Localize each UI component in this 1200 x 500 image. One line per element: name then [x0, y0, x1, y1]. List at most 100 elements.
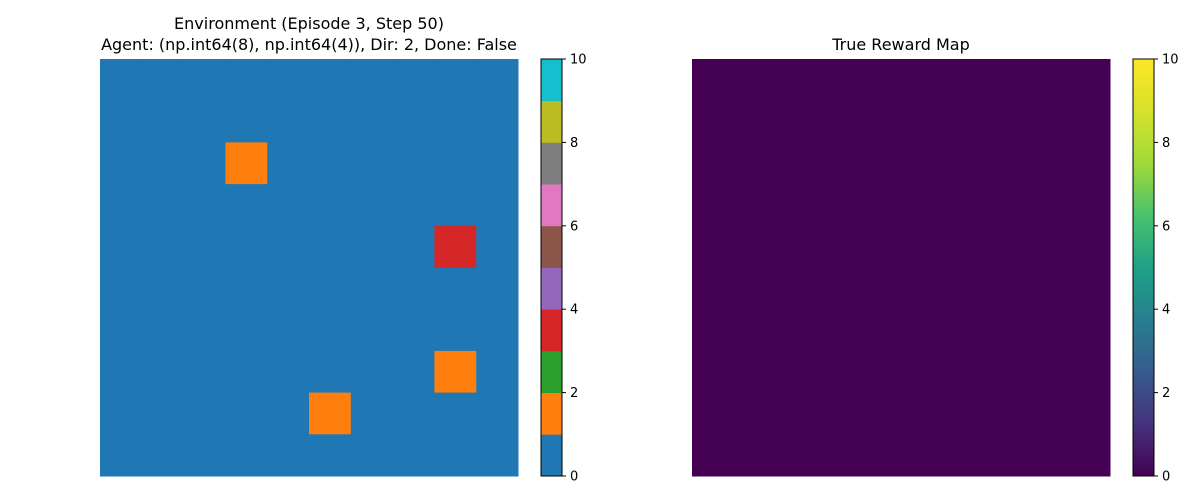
environment-cell [476, 100, 519, 143]
reward-cell [733, 225, 777, 268]
environment-cell [100, 225, 143, 268]
environment-cell [100, 350, 143, 394]
environment-cell [100, 392, 143, 435]
environment-cell [309, 59, 352, 102]
reward-cell [775, 392, 818, 435]
reward-cell [817, 225, 860, 268]
environment-cell [350, 434, 394, 477]
reward-cell [1068, 59, 1111, 102]
environment-cell [141, 59, 185, 102]
reward-cell [1026, 350, 1069, 394]
environment-cell [225, 267, 268, 310]
environment-cell [350, 100, 394, 143]
reward-cell [1068, 184, 1111, 227]
reward-cell [692, 184, 735, 227]
environment-cell [183, 225, 226, 268]
reward-cell [859, 434, 902, 477]
environment-cell [183, 142, 226, 185]
environment-cell [183, 392, 226, 435]
environment-cell [267, 392, 310, 435]
environment-cell [434, 350, 477, 394]
reward-colorbar-ticks: 0 2 4 6 8 10 [1154, 53, 1179, 485]
reward-colorbar-tick-label: 10 [1162, 53, 1179, 68]
environment-cell [309, 350, 352, 394]
environment-cell [100, 184, 143, 227]
environment-cell [392, 392, 435, 435]
reward-cell [984, 142, 1027, 185]
reward-cell [817, 100, 860, 143]
environment-cell [100, 434, 143, 477]
environment-cell [267, 100, 310, 143]
reward-cell [859, 100, 902, 143]
environment-cell [141, 225, 185, 268]
reward-cell [775, 350, 818, 394]
environment-cell [350, 59, 394, 102]
reward-cell [859, 225, 902, 268]
environment-cell [141, 142, 185, 185]
reward-cell [942, 350, 986, 394]
environment-cell [392, 434, 435, 477]
reward-cell [1026, 59, 1069, 102]
reward-cell [817, 309, 860, 352]
environment-cell [350, 184, 394, 227]
reward-cell [1068, 309, 1111, 352]
environment-cell [225, 184, 268, 227]
environment-cell [267, 184, 310, 227]
environment-cell [141, 392, 185, 435]
reward-cell [733, 100, 777, 143]
environment-cell [309, 225, 352, 268]
environment-colorbar-tick-label: 8 [570, 136, 578, 151]
reward-cell [859, 59, 902, 102]
reward-cell [1026, 267, 1069, 310]
reward-cell [692, 100, 735, 143]
environment-cell [309, 100, 352, 143]
reward-cell [901, 225, 944, 268]
environment-cell [225, 100, 268, 143]
reward-cell [984, 225, 1027, 268]
environment-subtitle: Agent: (np.int64(8), np.int64(4)), Dir: … [101, 35, 517, 54]
environment-cell [267, 267, 310, 310]
reward-cell [1026, 434, 1069, 477]
reward-cell [942, 309, 986, 352]
environment-colorbar-tick-label: 4 [570, 303, 578, 318]
environment-cell [225, 392, 268, 435]
reward-cell [1068, 225, 1111, 268]
reward-cell [942, 184, 986, 227]
reward-cell [692, 225, 735, 268]
reward-cell [984, 267, 1027, 310]
environment-cell [434, 309, 477, 352]
environment-cell [392, 100, 435, 143]
environment-cell [225, 225, 268, 268]
environment-cell [392, 225, 435, 268]
environment-colorbar-tick-label: 10 [570, 53, 587, 68]
reward-cell [1068, 392, 1111, 435]
environment-cell [309, 142, 352, 185]
environment-cell [476, 392, 519, 435]
reward-cell [775, 142, 818, 185]
environment-cell [267, 434, 310, 477]
environment-panel: Environment (Episode 3, Step 50) Agent: … [100, 14, 519, 477]
reward-cell [1068, 142, 1111, 185]
reward-cell [1026, 100, 1069, 143]
reward-colorbar-tick-label: 0 [1162, 470, 1170, 485]
environment-colorbar-tick-label: 2 [570, 386, 578, 401]
environment-colorbar-tick-label: 6 [570, 219, 578, 234]
environment-cell [350, 309, 394, 352]
reward-cell [1026, 225, 1069, 268]
environment-cell [267, 225, 310, 268]
environment-cell [392, 184, 435, 227]
environment-cell [350, 225, 394, 268]
environment-colorbar-segment [541, 184, 562, 227]
reward-colorbar-tick-label: 4 [1162, 303, 1170, 318]
environment-colorbar-segment [541, 267, 562, 310]
reward-cell [775, 267, 818, 310]
reward-cell [901, 142, 944, 185]
environment-cell [267, 59, 310, 102]
reward-cell [984, 350, 1027, 394]
reward-cell [984, 59, 1027, 102]
environment-cell [309, 184, 352, 227]
environment-cell [141, 309, 185, 352]
environment-cell [267, 350, 310, 394]
reward-cell [817, 392, 860, 435]
reward-cell [692, 350, 735, 394]
